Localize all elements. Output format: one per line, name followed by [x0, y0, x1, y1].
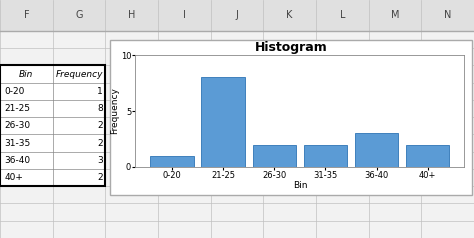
- Y-axis label: Frequency: Frequency: [110, 88, 119, 134]
- Bar: [150, 156, 194, 167]
- Text: 1: 1: [97, 87, 103, 96]
- Bar: [253, 144, 296, 167]
- Text: 2: 2: [97, 173, 103, 182]
- Text: 2: 2: [97, 121, 103, 130]
- Text: N: N: [444, 10, 451, 20]
- Text: 8: 8: [97, 104, 103, 113]
- Text: 3: 3: [97, 156, 103, 165]
- X-axis label: Bin: Bin: [292, 181, 307, 190]
- Bar: [406, 144, 449, 167]
- Bar: [0, 65, 105, 186]
- Bar: [0, 83, 105, 100]
- Text: Histogram: Histogram: [255, 41, 327, 54]
- Text: G: G: [75, 10, 83, 20]
- Text: L: L: [339, 10, 345, 20]
- Text: F: F: [24, 10, 29, 20]
- Text: H: H: [128, 10, 136, 20]
- Text: 21-25: 21-25: [5, 104, 31, 113]
- Bar: [0, 117, 105, 134]
- Bar: [0, 65, 105, 186]
- Bar: [0, 134, 105, 152]
- Text: J: J: [236, 10, 238, 20]
- Bar: [0, 65, 105, 83]
- Text: 2: 2: [97, 139, 103, 148]
- Bar: [0, 0, 474, 31]
- Bar: [0, 169, 105, 186]
- Bar: [110, 40, 472, 195]
- Bar: [201, 77, 245, 167]
- Bar: [355, 133, 398, 167]
- Text: 40+: 40+: [5, 173, 24, 182]
- Text: 0-20: 0-20: [5, 87, 25, 96]
- Text: 31-35: 31-35: [5, 139, 31, 148]
- Bar: [304, 144, 347, 167]
- Text: Frequency: Frequency: [55, 69, 103, 79]
- Text: M: M: [391, 10, 399, 20]
- Text: K: K: [286, 10, 293, 20]
- Bar: [0, 100, 105, 117]
- Text: 26-30: 26-30: [5, 121, 31, 130]
- Bar: [0, 152, 105, 169]
- Text: 36-40: 36-40: [5, 156, 31, 165]
- Text: I: I: [183, 10, 186, 20]
- Text: Bin: Bin: [19, 69, 34, 79]
